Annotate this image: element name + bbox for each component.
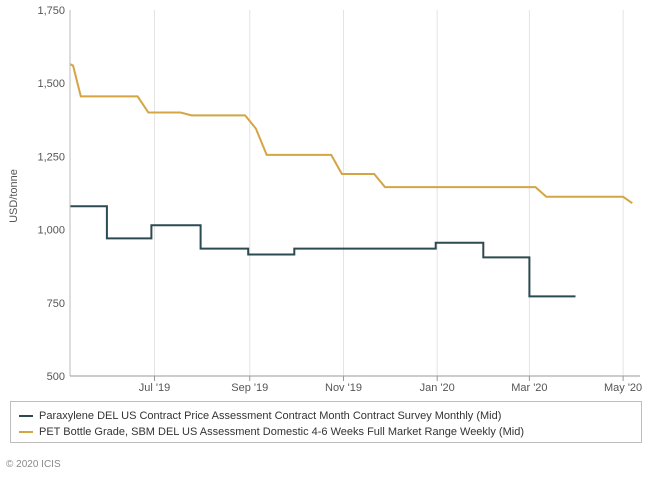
- y-tick-label: 1,500: [37, 78, 65, 90]
- x-tick-label: Jan '20: [420, 382, 455, 394]
- x-tick-label: May '20: [604, 382, 642, 394]
- y-tick-label: 1,250: [37, 151, 65, 163]
- series-group: [69, 63, 633, 298]
- x-tick-label: Sep '19: [231, 382, 268, 394]
- tick-labels: Jul '19 Sep '19 Nov '19 Jan '20 Mar '20 May '…: [37, 5, 642, 394]
- chart: Jul '19 Sep '19 Nov '19 Jan '20 Mar '20 May '…: [8, 5, 642, 394]
- x-tick-label: Nov '19: [325, 382, 362, 394]
- legend-label-paraxylene: Paraxylene DEL US Contract Price Assessm…: [39, 410, 502, 422]
- legend-label-pet: PET Bottle Grade, SBM DEL US Assessment …: [39, 426, 524, 438]
- x-tick-label: Jul '19: [139, 382, 170, 394]
- copyright-text: © 2020 ICIS: [6, 459, 61, 470]
- x-tick-label: Mar '20: [511, 382, 547, 394]
- legend-item-pet[interactable]: PET Bottle Grade, SBM DEL US Assessment …: [19, 424, 633, 440]
- y-tick-label: 750: [47, 298, 65, 310]
- legend-swatch-pet: [19, 431, 33, 433]
- legend-swatch-paraxylene: [19, 415, 33, 417]
- y-axis-title: USD/tonne: [8, 169, 20, 223]
- axes: [69, 10, 640, 381]
- series-line-pet[interactable]: [69, 63, 633, 205]
- y-tick-label: 1,000: [37, 225, 65, 237]
- legend-item-paraxylene[interactable]: Paraxylene DEL US Contract Price Assessm…: [19, 408, 633, 424]
- series-line-paraxylene[interactable]: [70, 205, 576, 298]
- y-tick-label: 1,750: [37, 5, 65, 17]
- y-tick-label: 500: [47, 371, 65, 383]
- gridlines: [154, 10, 624, 376]
- legend: Paraxylene DEL US Contract Price Assessm…: [10, 401, 642, 443]
